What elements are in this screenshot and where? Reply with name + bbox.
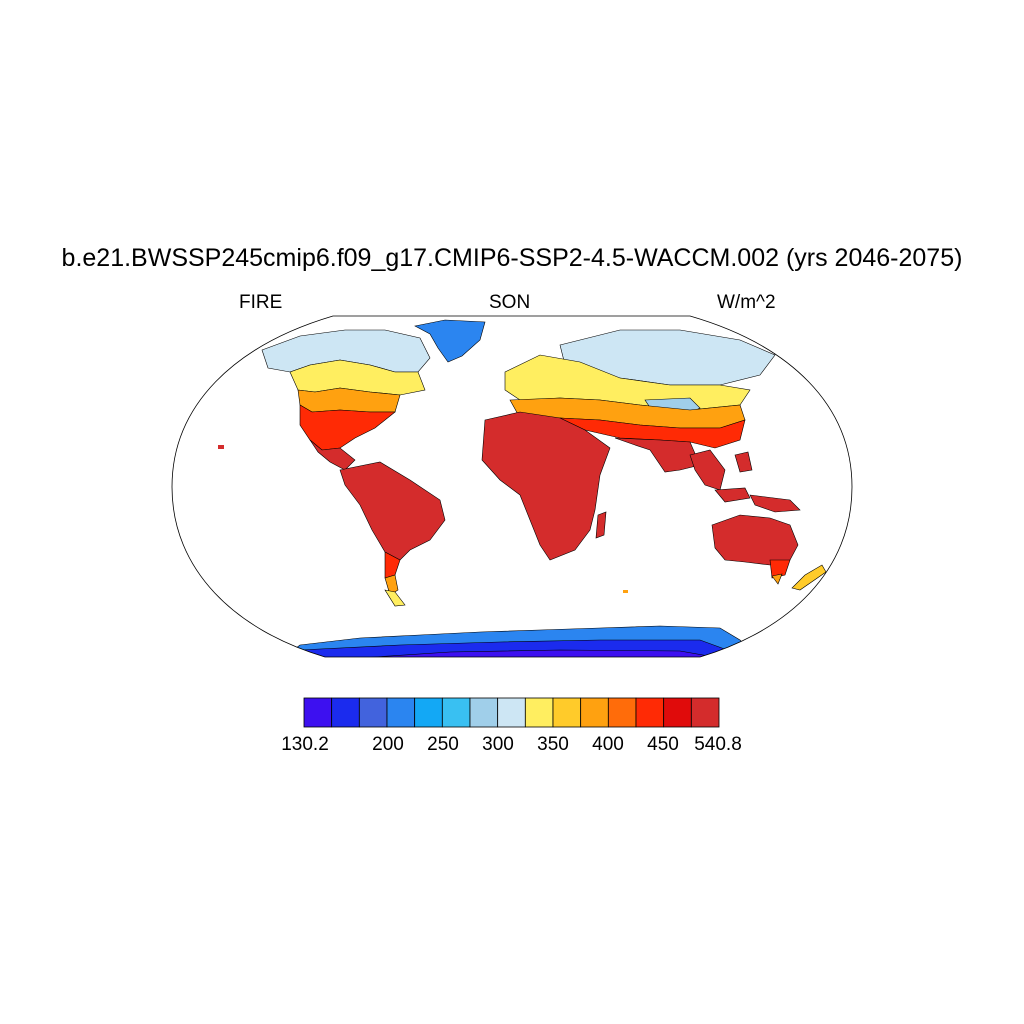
map-content [218, 319, 827, 657]
colorbar-swatch [607, 697, 637, 728]
globe-outline [171, 315, 853, 658]
madagascar [595, 511, 607, 539]
new-zealand [791, 564, 827, 591]
colorbar-swatch [552, 697, 582, 728]
colorbar-tick-label: 200 [372, 734, 404, 755]
hawaii-island [218, 445, 224, 449]
eurasia [504, 329, 776, 473]
africa [481, 411, 611, 561]
colorbar-swatch [441, 697, 471, 728]
colorbar-tick-label: 250 [427, 734, 459, 755]
units-label: W/m^2 [717, 292, 776, 313]
colorbar-swatch [469, 697, 499, 728]
antarctica [278, 625, 761, 657]
north-america [261, 329, 431, 471]
colorbar-swatch [663, 697, 692, 728]
colorbar-tick-label: 400 [592, 734, 624, 755]
colorbar-tick-label: 540.8 [694, 734, 742, 755]
colorbar-swatch [690, 697, 720, 728]
plot-title: b.e21.BWSSP245cmip6.f09_g17.CMIP6-SSP2-4… [61, 244, 963, 272]
colorbar-tick-label: 130.2 [281, 734, 329, 755]
southeast-asia [689, 449, 801, 513]
colorbar-tick-label: 450 [647, 734, 679, 755]
colorbar-swatch [524, 697, 554, 728]
colorbar-swatch [386, 697, 416, 728]
greenland [414, 319, 486, 363]
colorbar-swatch [303, 697, 333, 728]
variable-label: FIRE [239, 292, 283, 313]
colorbar-tick-label: 350 [537, 734, 569, 755]
colorbar-swatch [635, 697, 665, 728]
colorbar-swatch [358, 697, 388, 728]
colorbar-swatch [414, 697, 443, 728]
south-america [339, 461, 446, 607]
colorbar-swatch [331, 697, 360, 728]
colorbar-tick-label: 300 [482, 734, 514, 755]
colorbar [303, 697, 720, 728]
australia [711, 514, 799, 585]
small-island [623, 590, 628, 593]
colorbar-swatch [580, 697, 609, 728]
colorbar-swatch [497, 697, 526, 728]
season-label: SON [489, 292, 531, 313]
